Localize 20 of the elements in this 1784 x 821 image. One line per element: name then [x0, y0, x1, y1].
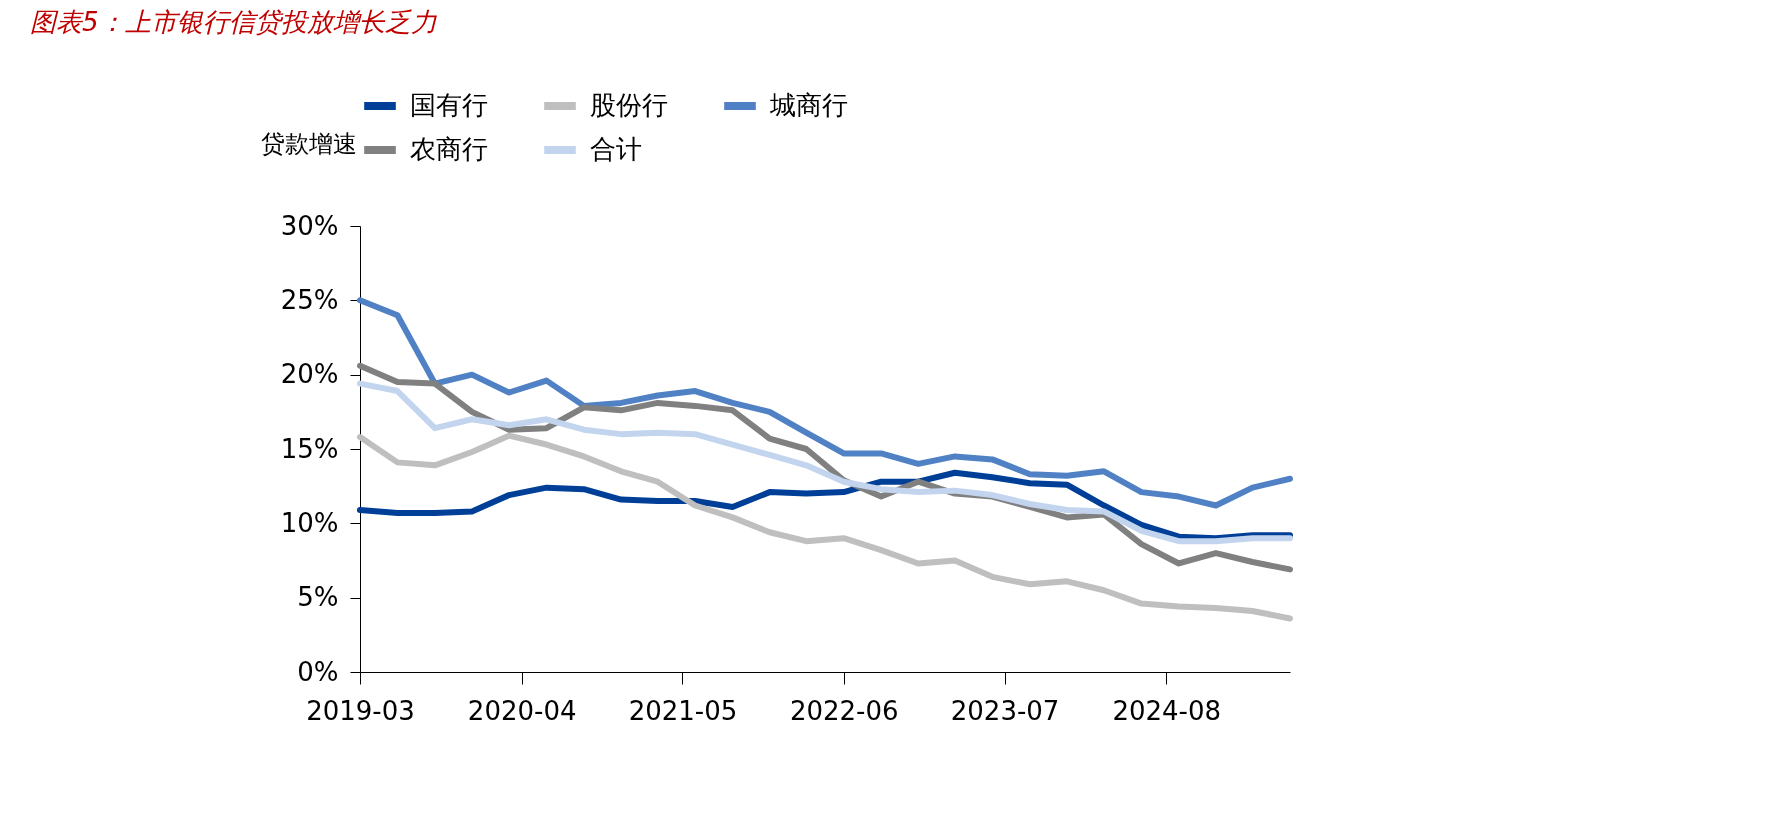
legend-label: 国有行 [410, 90, 488, 120]
x-tick-label: 2023-07 [950, 695, 1060, 726]
x-tick-label: 2019-03 [306, 695, 415, 726]
y-axis-title: 贷款增速 [260, 129, 357, 158]
chart-title: 图表5：上市银行信贷投放增长乏力 [30, 7, 437, 37]
y-tick-label: 25% [280, 284, 339, 315]
y-tick-label: 5% [297, 582, 339, 613]
legend-label: 股份行 [590, 90, 668, 120]
x-tick-label: 2020-04 [467, 695, 577, 726]
y-tick-label: 0% [297, 656, 339, 687]
y-tick-label: 15% [280, 433, 339, 464]
x-tick-label: 2024-08 [1112, 695, 1222, 726]
legend-label: 合计 [590, 134, 642, 164]
y-tick-label: 30% [280, 210, 339, 241]
x-tick-label: 2021-05 [628, 695, 738, 726]
y-tick-label: 20% [280, 359, 339, 390]
legend-label: 农商行 [410, 134, 488, 164]
x-tick-label: 2022-06 [789, 695, 899, 726]
y-tick-label: 10% [280, 507, 339, 538]
legend-label: 城商行 [769, 90, 848, 120]
